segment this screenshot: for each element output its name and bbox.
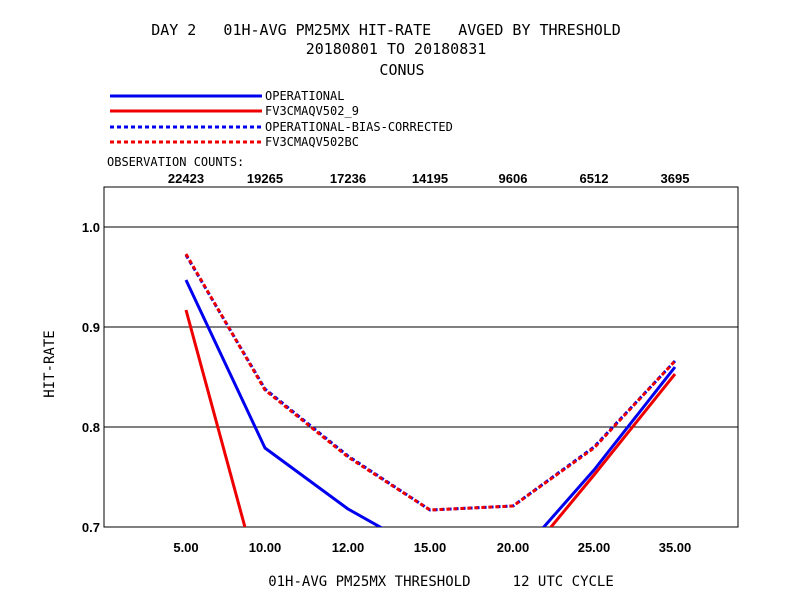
legend-label: OPERATIONAL-BIAS-CORRECTED (265, 120, 453, 134)
x-tick-label: 15.00 (414, 540, 447, 555)
series-line-operational (184, 279, 677, 527)
observation-counts-label: OBSERVATION COUNTS: (107, 155, 244, 169)
observation-count: 9606 (499, 171, 528, 186)
y-tick-label: 0.7 (82, 520, 100, 535)
observation-count: 14195 (412, 171, 448, 186)
y-tick-label: 1.0 (82, 220, 100, 235)
series-lines (184, 253, 677, 527)
observation-count: 6512 (580, 171, 609, 186)
x-tick-label: 12.00 (332, 540, 365, 555)
y-axis-label: HIT-RATE (42, 330, 58, 397)
plot-frame (103, 186, 739, 528)
legend-label: FV3CMAQV502_9 (265, 104, 359, 118)
x-tick-label: 20.00 (497, 540, 530, 555)
observation-count: 17236 (330, 171, 366, 186)
series-line-fv3cmaqv502-9 (184, 309, 677, 527)
series-line-fv3cmaqv502bc (184, 253, 677, 512)
x-tick-label: 5.00 (173, 540, 198, 555)
x-axis-label: 01H-AVG PM25MX THRESHOLD 12 UTC CYCLE (268, 574, 614, 590)
x-tick-label: 35.00 (659, 540, 692, 555)
observation-count: 3695 (661, 171, 690, 186)
chart-title: DAY 2 01H-AVG PM25MX HIT-RATE AVGED BY T… (151, 21, 621, 39)
y-tick-label: 0.9 (82, 320, 100, 335)
x-tick-label: 10.00 (249, 540, 282, 555)
y-tick-label: 0.8 (82, 420, 100, 435)
x-tick-label: 25.00 (578, 540, 611, 555)
chart-subtitle: 20180801 TO 20180831 (306, 40, 487, 58)
y-tick-labels: 0.7 0.8 0.9 1.0 (82, 220, 100, 535)
legend-label: OPERATIONAL (265, 89, 344, 103)
legend-label: FV3CMAQV502BC (265, 135, 359, 149)
chart-region: CONUS (379, 61, 424, 79)
observation-count: 19265 (247, 171, 283, 186)
gridlines (104, 226, 738, 428)
observation-counts: 22423 19265 17236 14195 9606 6512 3695 (168, 171, 690, 186)
observation-count: 22423 (168, 171, 204, 186)
x-tick-labels: 5.00 10.00 12.00 15.00 20.00 25.00 35.00 (173, 540, 691, 555)
